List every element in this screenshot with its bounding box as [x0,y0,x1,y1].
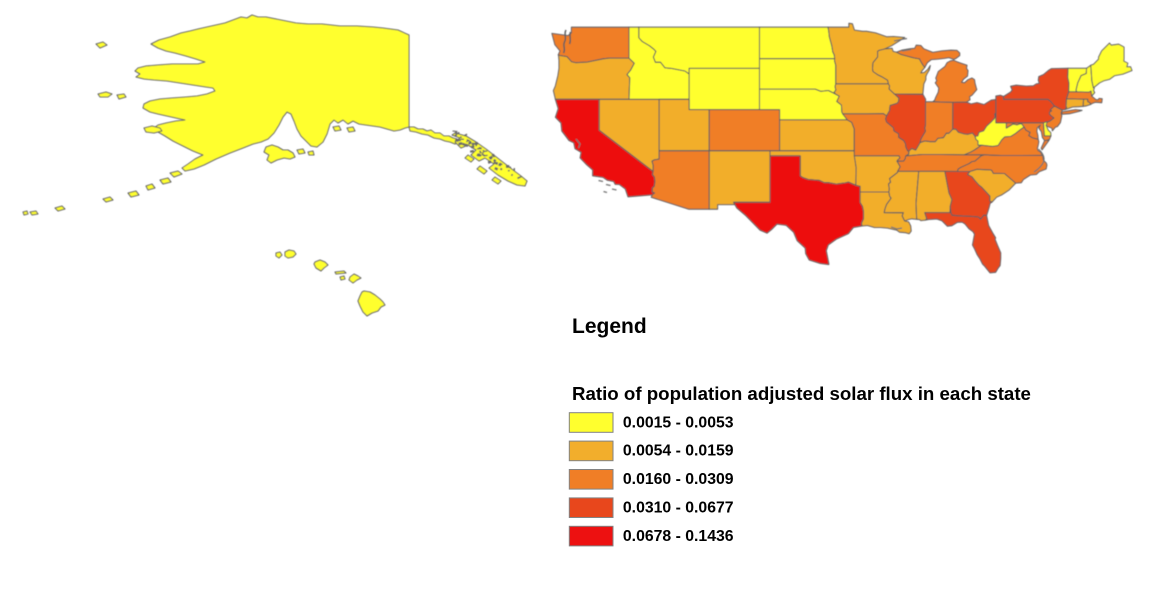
svg-text:0.0015 - 0.0053: 0.0015 - 0.0053 [623,414,734,431]
svg-text:Legend: Legend [572,315,647,338]
svg-text:Ratio of population adjusted s: Ratio of population adjusted solar flux … [572,383,1031,404]
svg-text:0.0310 - 0.0677: 0.0310 - 0.0677 [623,500,734,517]
svg-text:0.0678 - 0.1436: 0.0678 - 0.1436 [623,528,734,545]
svg-text:0.0160 - 0.0309: 0.0160 - 0.0309 [623,471,734,488]
svg-text:0.0054 - 0.0159: 0.0054 - 0.0159 [623,443,734,460]
